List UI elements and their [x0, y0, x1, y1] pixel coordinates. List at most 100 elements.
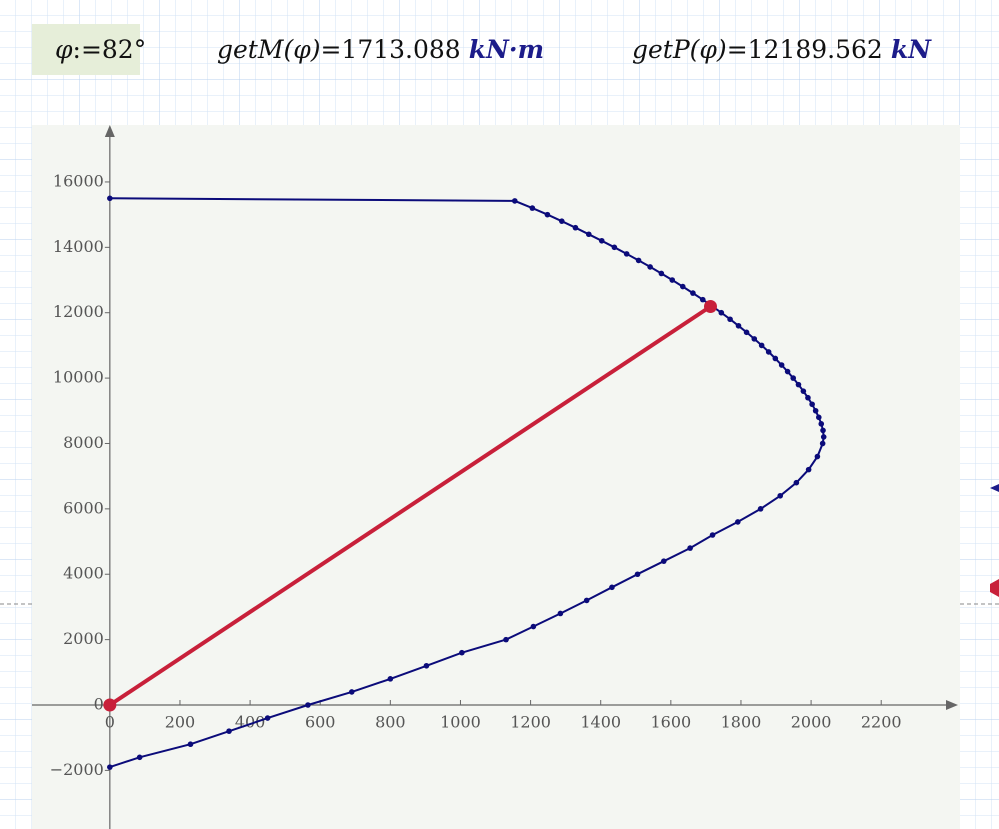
x-tick-label: 200	[165, 713, 196, 732]
y-tick-label: 12000	[53, 302, 104, 321]
trace-point	[529, 205, 536, 211]
trace-point	[572, 224, 579, 231]
x-tick-label: 800	[375, 713, 406, 732]
unit: kN	[891, 35, 932, 64]
trace-point	[735, 322, 742, 329]
trace-endpoint	[703, 300, 717, 314]
trace-point	[583, 597, 590, 604]
unit: kN·m	[469, 35, 544, 64]
trace-endpoint	[103, 698, 117, 712]
lhs: getM(φ)	[217, 35, 320, 64]
trace-point	[765, 349, 772, 355]
y-tick-label: 8000	[63, 433, 104, 452]
op: :=	[73, 35, 102, 64]
trace-point	[699, 296, 706, 303]
trace-point	[772, 355, 779, 362]
trace-point	[635, 257, 642, 264]
trace-point	[727, 316, 733, 323]
trace-point	[777, 492, 784, 499]
trace-point	[735, 519, 741, 525]
trace-point	[795, 381, 802, 388]
trace-marker[interactable]	[990, 579, 999, 597]
trace-point	[800, 388, 807, 394]
trace-point	[544, 211, 551, 218]
trace-point	[611, 244, 618, 251]
trace-point	[818, 421, 825, 427]
definition-box[interactable]	[32, 24, 140, 75]
trace-point	[718, 309, 725, 316]
trace-point	[634, 571, 641, 578]
trace-point	[598, 237, 605, 244]
trace-point	[264, 715, 271, 721]
y-tick-label: 16000	[53, 171, 104, 190]
getM-eval[interactable]: getM(φ)=1713.088 kN·m	[217, 35, 544, 64]
x-tick-label: 1400	[580, 713, 621, 732]
trace-marker[interactable]	[990, 484, 999, 492]
trace-point	[387, 676, 394, 682]
trace-point	[751, 336, 758, 342]
x-tick-label: 2200	[861, 713, 902, 732]
y-tick-label: 4000	[63, 564, 104, 583]
trace-point	[661, 558, 667, 564]
trace-point	[819, 440, 826, 447]
trace-point	[809, 401, 815, 408]
lhs: getP(φ)	[632, 35, 727, 64]
trace-point	[805, 394, 811, 401]
trace-point	[557, 610, 564, 617]
x-tick-label: 0	[105, 713, 115, 732]
trace-point	[609, 584, 615, 591]
value: 1713.088	[341, 35, 460, 64]
x-tick-label: 2000	[791, 713, 832, 732]
y-tick-label: 2000	[63, 629, 104, 648]
trace-point	[512, 198, 518, 204]
trace-line	[109, 197, 825, 769]
trace-point	[669, 277, 676, 283]
y-tick-label: 10000	[53, 368, 104, 387]
trace-point	[107, 195, 113, 202]
trace-point	[679, 283, 686, 290]
x-tick-label: 1000	[440, 713, 481, 732]
x-tick-label: 1200	[510, 713, 551, 732]
trace-point	[805, 466, 812, 473]
trace-point	[687, 545, 693, 551]
x-tick-label: 600	[305, 713, 336, 732]
plot-region[interactable]	[32, 125, 960, 829]
trace-point	[459, 649, 465, 656]
x-tick-label: 1600	[650, 713, 691, 732]
trace-point	[423, 662, 430, 669]
trace-point	[530, 623, 537, 630]
op: =	[727, 35, 748, 64]
lhs: φ	[55, 35, 73, 64]
y-tick-label: 14000	[53, 237, 104, 256]
trace-point	[793, 479, 800, 486]
trace-point	[503, 636, 509, 643]
trace-point	[623, 251, 630, 257]
y-axis-arrow	[104, 125, 115, 137]
trace-point	[690, 290, 696, 296]
trace-point	[814, 453, 821, 460]
trace-point	[778, 362, 785, 368]
trace-point	[305, 702, 311, 708]
getP-eval[interactable]: getP(φ)=12189.562 kN	[632, 35, 932, 64]
y-tick-label: −2000	[50, 760, 104, 779]
trace-point	[709, 532, 716, 538]
trace-point	[558, 218, 565, 224]
x-tick-label: 1800	[721, 713, 762, 732]
trace-point	[647, 264, 653, 270]
trace-point	[820, 434, 827, 440]
trace-point	[658, 270, 665, 277]
x-axis-arrow	[946, 700, 958, 711]
trace-point	[820, 427, 826, 434]
trace-point	[585, 231, 592, 238]
trace-point	[226, 728, 232, 734]
phi-definition[interactable]: φ:=82°	[55, 35, 146, 64]
trace-point	[757, 506, 764, 512]
rhs: 82°	[102, 35, 146, 64]
value: 12189.562	[748, 35, 883, 64]
y-tick-label: 6000	[63, 498, 104, 517]
trace-point	[136, 754, 143, 761]
trace-point	[812, 407, 819, 414]
op: =	[320, 35, 341, 64]
